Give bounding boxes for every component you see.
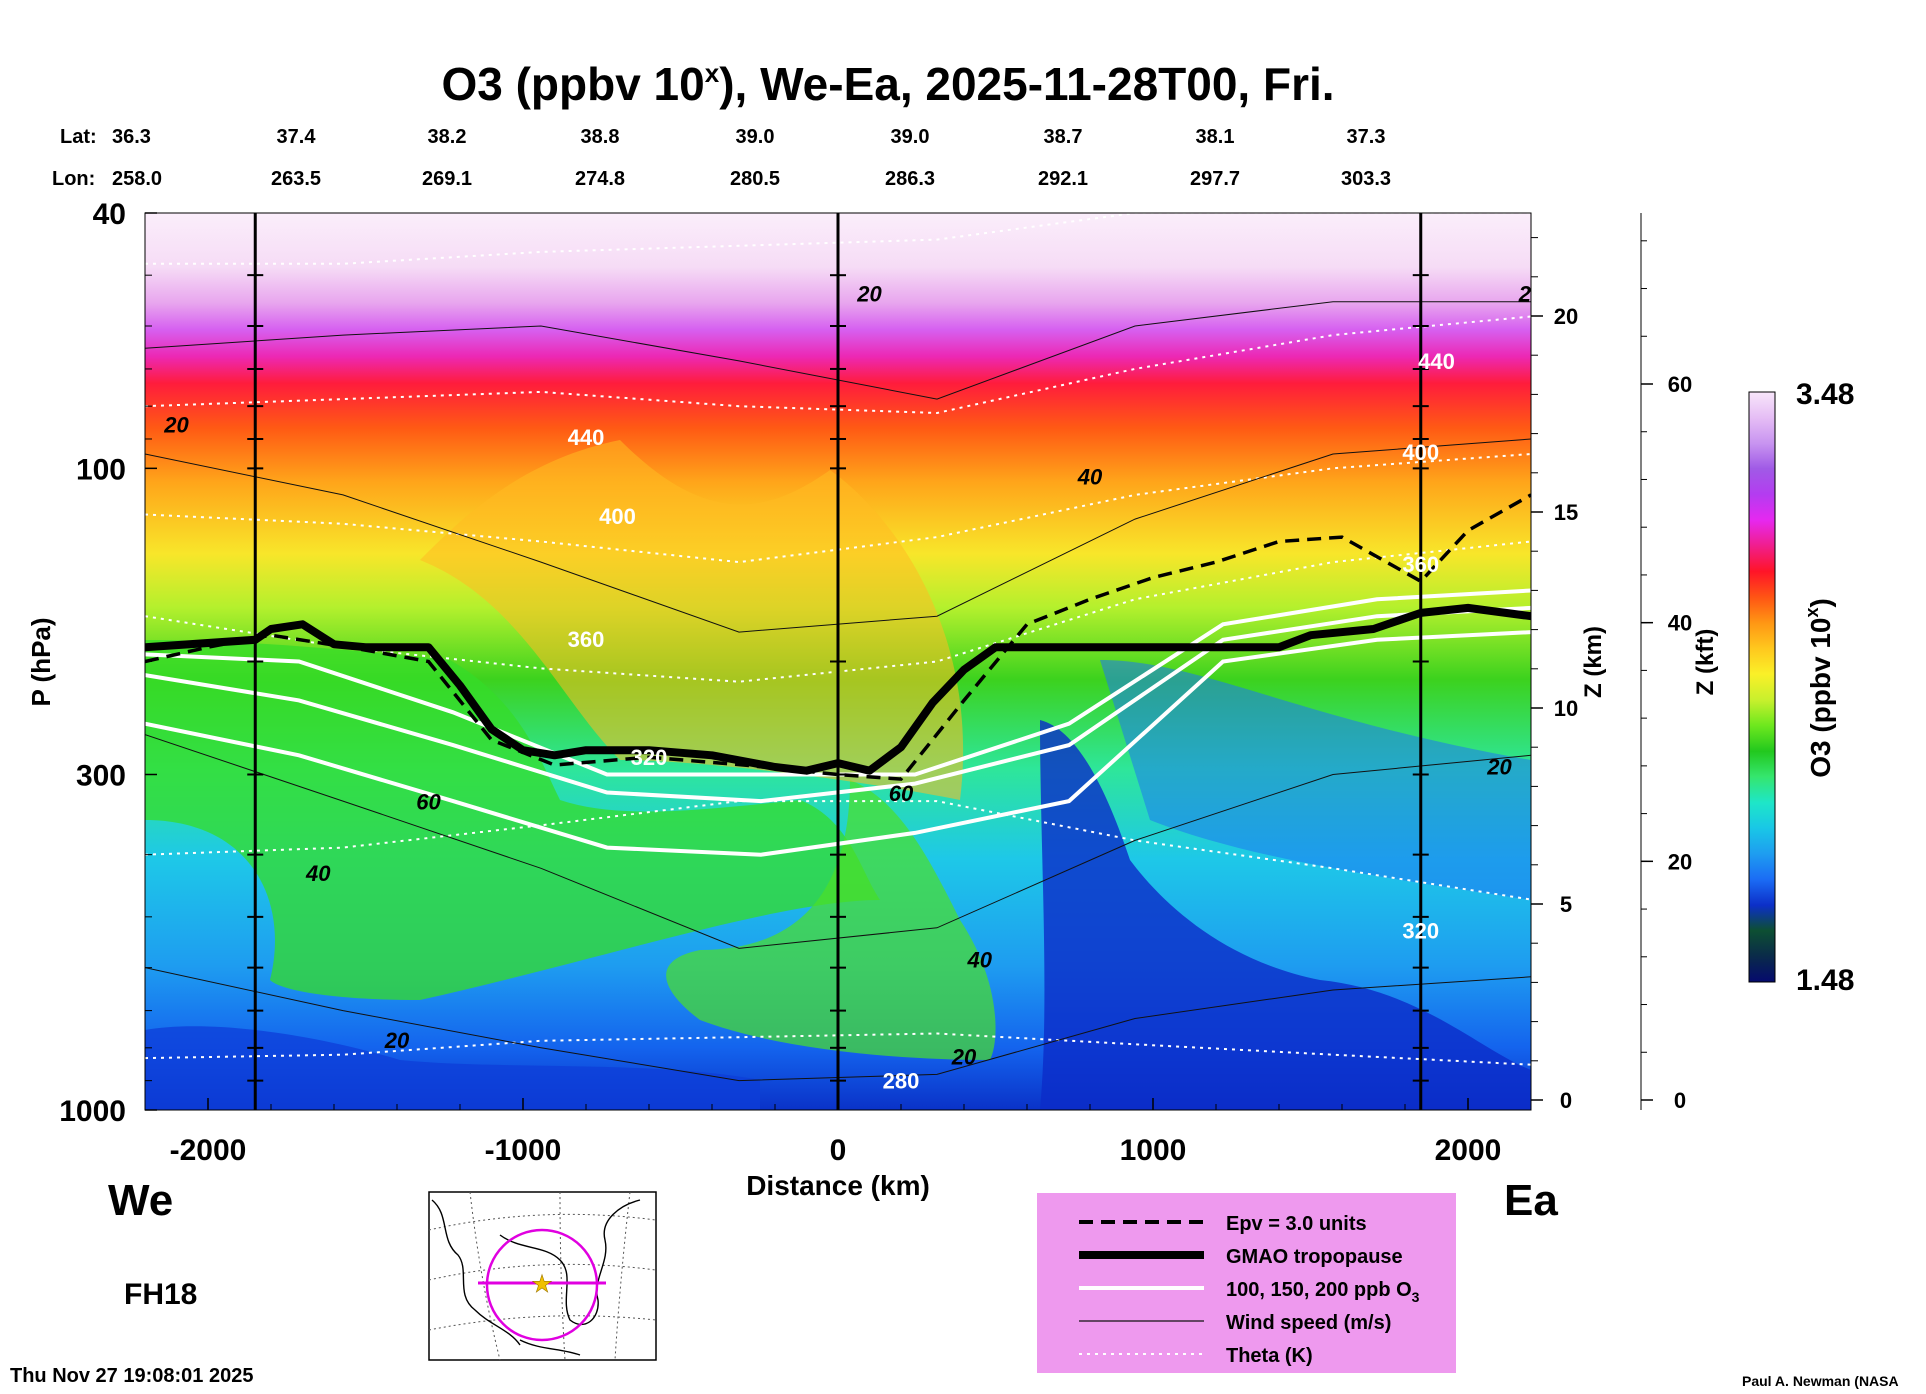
ozone-intrusion-east — [666, 780, 996, 1060]
legend-label: Theta (K) — [1226, 1345, 1313, 1367]
z-kft-tick-label: 60 — [1668, 372, 1692, 397]
theta-label: 280 — [883, 1068, 920, 1093]
p-tick-label: 300 — [76, 759, 126, 792]
lon-value: 292.1 — [1038, 168, 1088, 190]
colorbar-min-label: 1.48 — [1796, 964, 1854, 997]
epv-line — [145, 493, 1531, 781]
x-tick-label: 2000 — [1435, 1134, 1502, 1167]
lon-value: 258.0 — [112, 168, 162, 190]
lat-value: 37.3 — [1347, 126, 1386, 148]
colorbar-title: O3 (ppbv 10x) — [1802, 598, 1836, 778]
z-km-tick-label: 5 — [1560, 892, 1572, 917]
p-tick-label: 1000 — [59, 1095, 126, 1128]
low-ozone-column — [1040, 720, 1531, 1110]
lon-value: 286.3 — [885, 168, 935, 190]
lat-value: 36.3 — [112, 126, 151, 148]
x-tick-label: -2000 — [170, 1134, 247, 1167]
inset-map-frame — [428, 1191, 657, 1361]
wind-speed-label: 60 — [416, 789, 441, 814]
z-km-tick-label: 0 — [1560, 1088, 1572, 1113]
lon-label: Lon: — [52, 168, 95, 190]
legend-label: Wind speed (m/s) — [1226, 1312, 1391, 1334]
y-axis-title: P (hPa) — [26, 617, 56, 706]
axes: -2000 -1000 0 1000 2000 40 100 300 1000 0 5 10 15 20 0… — [59, 198, 1692, 1167]
inset-map-coastline — [431, 1199, 641, 1356]
z-km-tick-label: 20 — [1554, 304, 1578, 329]
lat-value: 39.0 — [736, 126, 775, 148]
wind-speed-label: 40 — [967, 948, 993, 973]
lat-value: 38.8 — [581, 126, 620, 148]
z-kft-tick-label: 0 — [1674, 1088, 1686, 1113]
theta-label: 360 — [1402, 552, 1439, 577]
z-kft-tick-label: 40 — [1668, 611, 1692, 636]
lon-value: 280.5 — [730, 168, 780, 190]
timestamp: Thu Nov 27 19:08:01 2025 — [10, 1365, 253, 1387]
x-tick-label: 0 — [830, 1134, 847, 1167]
ozone-dip-center — [420, 440, 964, 800]
chart-title: O3 (ppbv 10x), We-Ea, 2025-11-28T00, Fri… — [441, 58, 1334, 110]
wind-speed-label: 20 — [951, 1045, 977, 1070]
wind-speed-label: 20 — [163, 413, 189, 438]
z-kft-tick-label: 20 — [1668, 849, 1692, 874]
p-tick-label: 100 — [76, 453, 126, 486]
lat-value: 38.2 — [428, 126, 467, 148]
lat-value: 38.7 — [1044, 126, 1083, 148]
x-axis-title: Distance (km) — [746, 1170, 930, 1201]
x-tick-label: -1000 — [485, 1134, 562, 1167]
contour-labels: 20 20 40 40 40 60 60 20 20 20 20 440 400 360 320 280 440… — [163, 282, 1544, 1094]
lat-value: 39.0 — [891, 126, 930, 148]
theta-label: 320 — [1402, 918, 1439, 943]
wind-speed-label: 40 — [1077, 465, 1103, 490]
wind-speed-label: 20 — [1518, 282, 1544, 307]
legend-label: 100, 150, 200 ppb O3 — [1226, 1279, 1420, 1305]
z-km-tick-label: 10 — [1554, 696, 1578, 721]
vertical-reference-lines — [247, 213, 1429, 1110]
lat-value: 37.4 — [277, 126, 317, 148]
p-tick-label: 40 — [93, 198, 126, 231]
x-tick-label: 1000 — [1120, 1134, 1187, 1167]
lat-label: Lat: — [60, 126, 97, 148]
inset-map: ★ — [428, 1191, 657, 1361]
west-label: We — [108, 1176, 173, 1225]
lat-value: 38.1 — [1196, 126, 1235, 148]
theta-label: 440 — [568, 425, 605, 450]
colorbar-max-label: 3.48 — [1796, 378, 1854, 411]
forecast-hour: FH18 — [124, 1278, 197, 1311]
lon-value: 269.1 — [422, 168, 472, 190]
theta-label: 440 — [1418, 349, 1455, 374]
lat-lon-header: Lat: Lon: 36.3 37.4 38.2 38.8 39.0 39.0 38.7 38… — [52, 126, 1391, 190]
colorbar — [1748, 391, 1776, 983]
wind-speed-label: 20 — [384, 1028, 410, 1053]
lon-value: 303.3 — [1341, 168, 1391, 190]
legend-items: Epv = 3.0 units GMAO tropopause 100, 150, … — [1079, 1213, 1420, 1367]
wind-speed-label: 20 — [856, 282, 882, 307]
theta-label: 400 — [1402, 440, 1439, 465]
theta-label: 400 — [599, 504, 636, 529]
inset-map-gridlines — [428, 1191, 657, 1361]
inset-map-star-icon: ★ — [531, 1271, 553, 1298]
legend: Epv = 3.0 units GMAO tropopause 100, 150, … — [1037, 1193, 1456, 1373]
epv-contours — [145, 493, 1531, 781]
plot-area: 20 20 40 40 40 60 60 20 20 20 20 440 400 360 320 280 440… — [145, 213, 1544, 1110]
z-km-title: Z (km) — [1580, 626, 1607, 698]
lon-value: 297.7 — [1190, 168, 1240, 190]
wind-speed-label: 20 — [1486, 754, 1512, 779]
z-kft-title: Z (kft) — [1692, 629, 1719, 696]
z-km-tick-label: 15 — [1554, 500, 1578, 525]
surface-low-ozone-west — [145, 1026, 760, 1110]
wind-speed-label: 40 — [305, 861, 331, 886]
lon-value: 263.5 — [271, 168, 321, 190]
inset-map-circle — [485, 1228, 599, 1342]
wind-speed-label: 60 — [889, 781, 914, 806]
east-label: Ea — [1504, 1176, 1558, 1225]
theta-label: 320 — [631, 745, 668, 770]
legend-label: Epv = 3.0 units — [1226, 1213, 1367, 1235]
credit: Paul A. Newman (NASA — [1742, 1373, 1899, 1389]
legend-label: GMAO tropopause — [1226, 1246, 1403, 1268]
theta-label: 360 — [568, 627, 605, 652]
lon-value: 274.8 — [575, 168, 625, 190]
